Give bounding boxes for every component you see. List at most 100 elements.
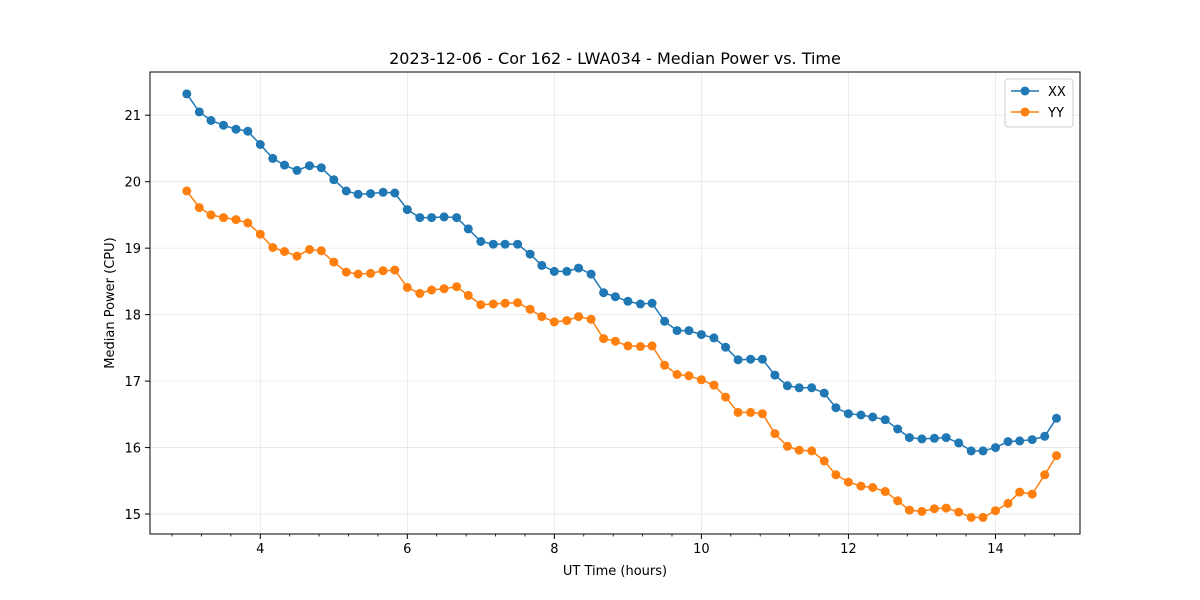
data-point-yy (488, 299, 498, 309)
data-point-yy (574, 312, 584, 322)
data-point-xx (746, 354, 756, 364)
data-point-yy (1003, 498, 1013, 508)
data-point-yy (721, 392, 731, 402)
data-point-yy (782, 441, 792, 451)
data-point-yy (292, 251, 302, 261)
y-tick-label: 16 (124, 442, 141, 457)
data-point-xx (574, 263, 584, 273)
data-point-xx (721, 342, 731, 352)
data-point-yy (966, 512, 976, 522)
data-point-xx (856, 410, 866, 420)
data-point-xx (831, 403, 841, 413)
data-point-yy (378, 266, 388, 276)
data-point-yy (635, 342, 645, 351)
data-point-yy (843, 477, 853, 487)
data-point-xx (427, 213, 437, 223)
data-point-yy (463, 290, 473, 300)
data-point-xx (904, 433, 914, 443)
data-point-xx (255, 140, 265, 149)
data-point-yy (341, 267, 351, 277)
data-point-yy (868, 483, 878, 492)
legend-marker-xx (1020, 86, 1030, 96)
data-point-xx (917, 434, 927, 444)
data-point-yy (904, 505, 914, 515)
data-point-xx (549, 266, 559, 276)
data-point-yy (537, 312, 547, 322)
data-point-yy (696, 375, 706, 385)
data-point-yy (316, 246, 326, 256)
data-point-xx (268, 153, 278, 163)
data-point-xx (316, 163, 326, 173)
data-point-yy (647, 341, 657, 351)
data-point-xx (488, 239, 498, 249)
data-point-yy (1027, 489, 1037, 499)
y-tick-label: 18 (124, 309, 141, 324)
data-point-xx (954, 438, 964, 448)
data-point-yy (757, 409, 767, 419)
x-tick-label: 12 (840, 542, 857, 557)
y-tick-label: 21 (124, 109, 141, 124)
x-tick-label: 10 (693, 542, 710, 557)
data-point-yy (733, 407, 743, 417)
data-point-xx (341, 186, 351, 196)
data-point-yy (513, 298, 523, 308)
data-point-yy (746, 407, 756, 417)
data-point-xx (623, 296, 633, 306)
data-point-xx (599, 288, 609, 298)
data-point-xx (329, 175, 339, 185)
x-tick-label: 4 (256, 542, 264, 557)
data-point-xx (463, 224, 473, 234)
data-point-xx (696, 330, 706, 340)
data-point-xx (353, 189, 363, 199)
data-point-yy (586, 314, 596, 324)
data-point-xx (562, 266, 572, 276)
x-axis-label: UT Time (hours) (563, 564, 667, 579)
data-point-yy (819, 456, 829, 466)
data-point-yy (219, 213, 228, 223)
data-point-xx (757, 354, 767, 364)
data-point-xx (893, 424, 903, 434)
data-point-yy (880, 487, 890, 496)
data-point-xx (586, 269, 596, 279)
data-point-xx (439, 212, 449, 222)
data-point-xx (672, 326, 682, 336)
data-point-xx (206, 116, 216, 125)
data-point-yy (709, 380, 719, 390)
data-point-yy (525, 304, 535, 314)
data-point-yy (255, 229, 265, 239)
legend-marker-yy (1020, 107, 1030, 117)
data-point-yy (549, 317, 559, 327)
data-point-xx (378, 187, 388, 197)
data-point-yy (954, 507, 964, 517)
legend: XX YY (1004, 78, 1074, 128)
data-point-yy (182, 186, 192, 196)
y-tick-label: 19 (124, 242, 141, 257)
data-point-yy (978, 512, 988, 522)
data-point-yy (684, 371, 694, 381)
data-point-yy (770, 429, 780, 439)
data-point-yy (1040, 470, 1050, 480)
legend-label-xx: XX (1048, 85, 1066, 100)
data-point-yy (476, 300, 486, 310)
y-axis-label: Median Power (CPU) (103, 237, 118, 368)
data-point-yy (1052, 451, 1061, 461)
data-point-xx (709, 333, 719, 343)
data-point-xx (660, 316, 670, 326)
data-point-xx (415, 213, 425, 223)
data-point-xx (880, 415, 890, 425)
data-point-xx (1052, 413, 1061, 423)
data-point-xx (807, 383, 817, 393)
data-point-xx (390, 188, 400, 198)
y-tick-label: 15 (124, 508, 141, 523)
data-point-xx (843, 409, 853, 419)
data-point-xx (292, 165, 302, 175)
data-point-xx (452, 213, 462, 223)
data-point-xx (182, 89, 192, 99)
data-point-yy (427, 285, 437, 295)
data-point-yy (856, 481, 866, 491)
data-point-xx (929, 433, 939, 443)
data-point-xx (537, 260, 547, 270)
data-point-yy (831, 470, 841, 480)
data-point-xx (978, 446, 988, 456)
